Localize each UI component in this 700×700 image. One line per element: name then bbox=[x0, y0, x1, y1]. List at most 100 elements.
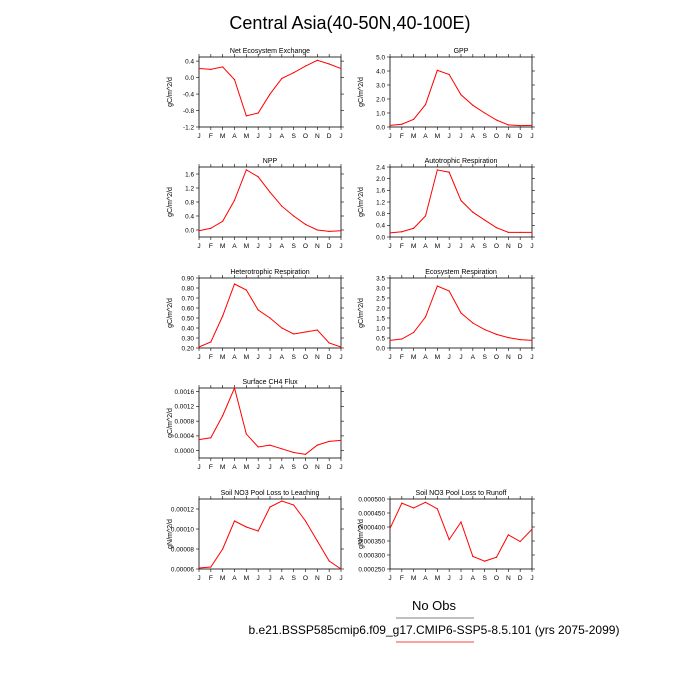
data-point bbox=[222, 220, 224, 222]
x-tick-label: S bbox=[291, 354, 296, 361]
y-tick-label: 0.4 bbox=[185, 213, 194, 220]
x-tick-label: A bbox=[471, 354, 476, 361]
series-line bbox=[389, 501, 533, 562]
data-point bbox=[507, 337, 509, 339]
x-tick-label: J bbox=[530, 575, 533, 582]
data-point bbox=[257, 176, 259, 178]
y-tick-label: 1.0 bbox=[376, 325, 385, 332]
data-point bbox=[424, 215, 427, 217]
panels-group: Net Ecosystem Exchange gC/m^2/d 0.4 0.0 -0.4… bbox=[167, 48, 535, 582]
panel-6: Ecosystem Respiration gC/m^2/d 3.5 3.0 2.5 2.… bbox=[358, 269, 535, 361]
x-tick-label: O bbox=[303, 575, 308, 582]
x-tick-label: J bbox=[459, 133, 462, 140]
series-line bbox=[198, 59, 342, 117]
x-tick-label: M bbox=[220, 464, 226, 471]
data-point bbox=[269, 444, 271, 446]
data-point bbox=[304, 520, 307, 522]
data-point bbox=[304, 65, 307, 67]
data-point bbox=[269, 191, 271, 193]
x-tick-label: O bbox=[303, 464, 308, 471]
data-point bbox=[413, 227, 415, 229]
x-tick-label: A bbox=[423, 133, 428, 140]
x-tick-label: D bbox=[327, 354, 332, 361]
data-point bbox=[245, 526, 247, 528]
data-point bbox=[245, 433, 247, 435]
x-tick-label: O bbox=[303, 243, 308, 250]
data-point bbox=[436, 285, 438, 287]
data-point bbox=[316, 329, 318, 331]
x-tick-label: M bbox=[220, 133, 226, 140]
panel-title: GPP bbox=[454, 48, 469, 55]
y-axis-label: gN/m^2/d bbox=[358, 519, 365, 549]
panel-title: Heterotrophic Respiration bbox=[230, 269, 309, 276]
y-tick-label: 0.0 bbox=[376, 234, 385, 241]
data-point bbox=[495, 333, 498, 335]
panel-5: Heterotrophic Respiration gC/m^2/d 0.90 0.8… bbox=[167, 269, 344, 361]
panel-8: Soil NO3 Pool Loss to LeachinggN/m^2/d0.… bbox=[167, 490, 344, 582]
data-point bbox=[340, 230, 342, 232]
data-point bbox=[233, 199, 236, 201]
y-tick-label: 3.0 bbox=[376, 285, 385, 292]
y-tick-label: 0.00010 bbox=[171, 526, 195, 533]
data-point bbox=[328, 230, 330, 232]
y-axis-label: gC/m^2/d bbox=[358, 187, 365, 217]
y-tick-label: 5.0 bbox=[376, 54, 385, 61]
panel-title: Net Ecosystem Exchange bbox=[230, 48, 310, 55]
x-tick-label: F bbox=[400, 243, 404, 250]
y-tick-label: 1.5 bbox=[376, 315, 385, 322]
x-tick-label: M bbox=[411, 354, 417, 361]
x-tick-label: J bbox=[197, 354, 200, 361]
data-point bbox=[281, 500, 283, 502]
y-tick-label: 0.000500 bbox=[358, 496, 385, 503]
panel-7: Surface CH4 Flux gC/m^2/d 0.0016 0.0012 0.00… bbox=[167, 379, 344, 471]
data-point bbox=[448, 539, 450, 541]
plot-frame bbox=[198, 387, 342, 459]
series-line bbox=[198, 500, 342, 570]
x-tick-label: M bbox=[220, 354, 226, 361]
x-tick-label: A bbox=[423, 575, 428, 582]
data-point bbox=[328, 440, 330, 443]
data-point bbox=[401, 123, 403, 125]
data-point bbox=[507, 231, 509, 233]
data-point bbox=[531, 124, 533, 126]
y-tick-label: 0.8 bbox=[376, 211, 385, 218]
data-point bbox=[401, 231, 403, 233]
y-tick-label: 0.5 bbox=[376, 335, 385, 342]
y-tick-label: 0.70 bbox=[182, 295, 195, 302]
data-point bbox=[495, 119, 498, 121]
series-line bbox=[198, 169, 342, 232]
figure-title: Central Asia(40-50N,40-100E) bbox=[229, 13, 470, 33]
x-tick-label: N bbox=[506, 243, 511, 250]
x-tick-label: N bbox=[315, 243, 320, 250]
x-tick-label: J bbox=[257, 575, 260, 582]
data-point bbox=[460, 199, 462, 202]
x-tick-label: M bbox=[244, 133, 250, 140]
x-tick-label: S bbox=[291, 575, 296, 582]
data-point bbox=[436, 508, 438, 510]
data-point bbox=[328, 342, 330, 344]
x-tick-label: S bbox=[482, 575, 487, 582]
y-tick-label: 0.0000 bbox=[174, 448, 194, 455]
x-tick-label: J bbox=[448, 133, 451, 140]
y-tick-label: 0.20 bbox=[182, 345, 195, 352]
panel-1: Net Ecosystem Exchange gC/m^2/d 0.4 0.0 -0.4… bbox=[167, 48, 344, 140]
x-tick-label: D bbox=[518, 354, 523, 361]
data-point bbox=[281, 327, 283, 329]
y-tick-label: 1.6 bbox=[185, 171, 194, 178]
x-tick-label: N bbox=[506, 575, 511, 582]
data-point bbox=[210, 341, 212, 343]
data-point bbox=[495, 556, 498, 558]
data-point bbox=[281, 77, 283, 80]
data-point bbox=[484, 560, 486, 562]
x-tick-label: J bbox=[448, 575, 451, 582]
y-tick-label: 1.6 bbox=[376, 188, 385, 195]
panel-title: Soil NO3 Pool Loss to Runoff bbox=[416, 490, 507, 497]
x-tick-label: J bbox=[257, 133, 260, 140]
data-point bbox=[233, 387, 236, 389]
data-point bbox=[340, 439, 342, 441]
data-point bbox=[245, 289, 247, 291]
data-point bbox=[413, 331, 415, 333]
data-point bbox=[316, 540, 318, 542]
y-tick-label: 0.90 bbox=[182, 275, 195, 282]
